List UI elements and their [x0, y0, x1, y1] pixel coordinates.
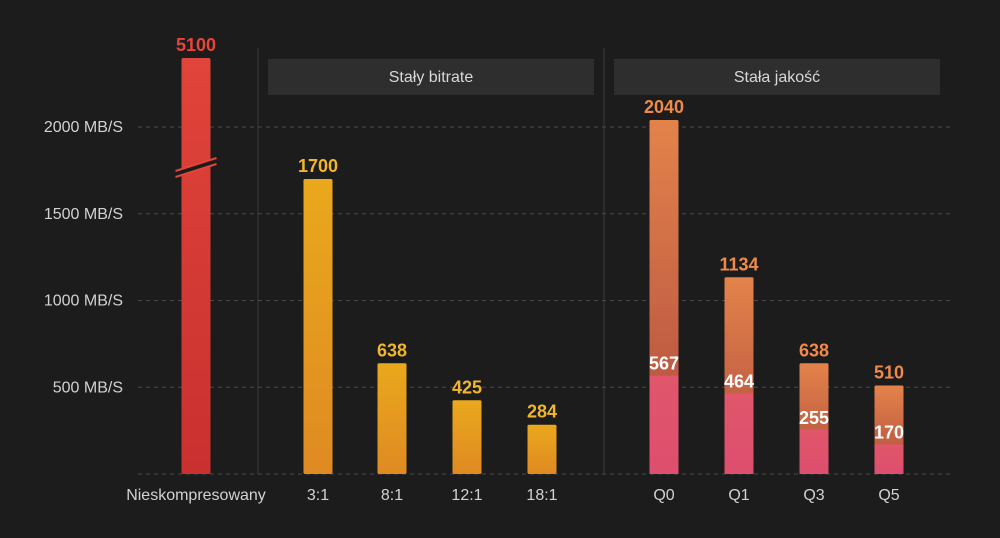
- x-tick-label: Q0: [653, 487, 674, 504]
- bar-inner-label: 255: [799, 408, 829, 428]
- y-tick-label: 2000 MB/S: [44, 119, 123, 136]
- bar-inner-segment: [874, 444, 904, 474]
- bar: [452, 400, 482, 474]
- bar-value-label: 638: [377, 340, 407, 360]
- bar-inner-label: 464: [724, 371, 754, 391]
- x-tick-label: Q3: [803, 487, 824, 504]
- x-tick-label: Nieskompresowany: [126, 487, 266, 504]
- x-tick-label: 8:1: [381, 487, 403, 504]
- x-tick-label: 18:1: [526, 487, 557, 504]
- bar-value-label: 284: [527, 402, 557, 422]
- bar-value-label: 638: [799, 340, 829, 360]
- y-tick-label: 1000 MB/S: [44, 293, 123, 310]
- x-tick-label: 3:1: [307, 487, 329, 504]
- bar-value-label: 510: [874, 363, 904, 383]
- y-tick-label: 500 MB/S: [53, 379, 123, 396]
- bar-inner-label: 567: [649, 354, 679, 374]
- bar-value-label: 1700: [298, 156, 338, 176]
- axis-break-line: [175, 163, 217, 178]
- group-header-label: Stały bitrate: [389, 69, 474, 86]
- bar-inner-segment: [649, 375, 679, 474]
- bar-inner-label: 170: [874, 423, 904, 443]
- bar-inner-segment: [724, 393, 754, 474]
- bar-value-label: 5100: [176, 35, 216, 55]
- bar: [527, 424, 557, 474]
- bar: [303, 179, 333, 475]
- x-tick-label: Q5: [878, 487, 899, 504]
- x-tick-label: Q1: [728, 487, 749, 504]
- bar-value-label: 425: [452, 377, 482, 397]
- bar: [181, 58, 211, 474]
- group-header-label: Stała jakość: [734, 69, 820, 86]
- axis-break-gap: [175, 158, 217, 177]
- group-header-box: [268, 59, 594, 95]
- bar-value-label: 1134: [719, 254, 758, 274]
- bar: [377, 363, 407, 474]
- bar-value-label: 2040: [644, 97, 684, 117]
- x-tick-label: 12:1: [451, 487, 482, 504]
- axis-break-line: [175, 157, 217, 172]
- y-tick-label: 1500 MB/S: [44, 206, 123, 223]
- bar-inner-segment: [799, 429, 829, 474]
- group-header-box: [614, 59, 940, 95]
